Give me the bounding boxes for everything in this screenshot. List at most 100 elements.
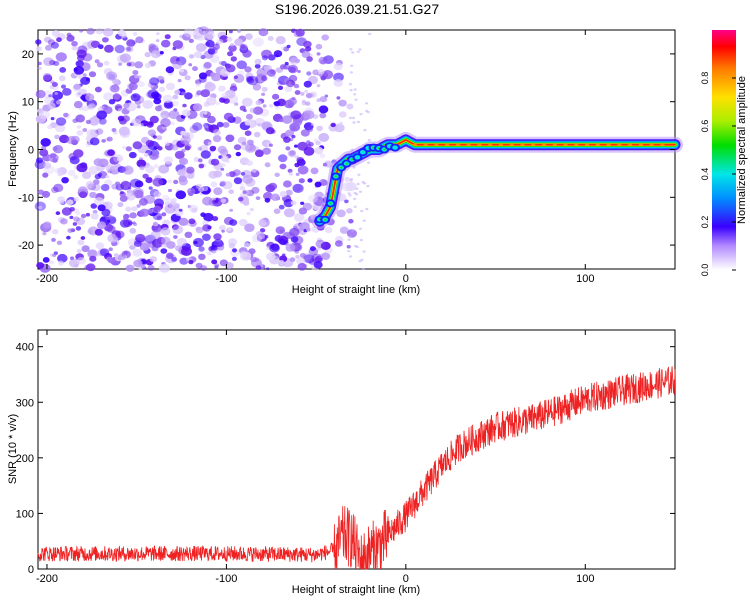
- noise-speck: [356, 182, 360, 186]
- noise-blob: [214, 265, 219, 269]
- noise-blob: [139, 165, 145, 171]
- noise-blob: [88, 116, 100, 126]
- noise-blob: [97, 172, 103, 177]
- noise-blob: [69, 215, 74, 220]
- noise-blob: [161, 236, 171, 245]
- noise-blob: [109, 84, 119, 93]
- noise-blob: [156, 135, 163, 141]
- noise-blob: [305, 46, 312, 52]
- noise-blob: [114, 44, 125, 54]
- noise-blob: [78, 75, 83, 79]
- noise-blob: [254, 58, 262, 65]
- noise-blob: [318, 254, 324, 259]
- noise-blob: [108, 99, 116, 105]
- noise-blob: [89, 191, 97, 199]
- noise-blob: [324, 226, 333, 234]
- noise-blob: [333, 79, 343, 87]
- noise-blob: [180, 130, 187, 136]
- noise-blob: [56, 100, 61, 105]
- noise-blob: [86, 92, 91, 97]
- noise-blob: [319, 96, 328, 103]
- noise-blob: [152, 221, 158, 226]
- noise-blob: [254, 63, 261, 69]
- x-tick-label: -200: [36, 273, 58, 285]
- trace-blob: [382, 148, 386, 151]
- noise-blob: [318, 132, 330, 142]
- noise-blob: [39, 148, 49, 157]
- noise-blob: [54, 123, 66, 133]
- noise-blob: [213, 187, 223, 196]
- x-tick-label: -100: [215, 573, 237, 585]
- noise-blob: [284, 85, 293, 93]
- noise-blob: [269, 243, 280, 253]
- noise-blob: [298, 178, 305, 184]
- noise-blob: [263, 192, 273, 201]
- noise-speck: [349, 48, 353, 51]
- noise-blob: [206, 251, 212, 256]
- noise-blob: [170, 121, 175, 126]
- noise-blob: [294, 144, 298, 148]
- noise-blob: [295, 28, 305, 37]
- noise-blob: [288, 151, 296, 158]
- noise-speck: [348, 235, 352, 238]
- noise-blob: [37, 61, 42, 66]
- noise-blob: [244, 223, 255, 232]
- noise-speck: [358, 260, 362, 263]
- noise-blob: [88, 71, 97, 78]
- noise-speck: [367, 138, 371, 142]
- noise-blob: [115, 181, 121, 186]
- noise-blob: [228, 243, 236, 249]
- noise-blob: [221, 229, 225, 233]
- noise-blob: [253, 106, 264, 115]
- noise-blob: [219, 259, 228, 267]
- noise-blob: [108, 247, 113, 251]
- noise-blob: [193, 51, 203, 59]
- noise-blob: [148, 43, 156, 50]
- noise-blob: [178, 208, 183, 212]
- noise-blob: [149, 256, 157, 263]
- noise-blob: [301, 50, 311, 59]
- noise-blob: [244, 119, 252, 126]
- noise-blob: [161, 125, 167, 130]
- noise-blob: [179, 157, 188, 166]
- noise-blob: [129, 227, 137, 234]
- noise-blob: [261, 49, 272, 59]
- noise-blob: [85, 212, 90, 217]
- noise-blob: [172, 94, 179, 100]
- noise-blob: [237, 29, 241, 33]
- noise-blob: [267, 36, 274, 41]
- noise-blob: [204, 82, 216, 92]
- noise-blob: [146, 121, 154, 128]
- noise-blob: [149, 77, 160, 86]
- noise-blob: [145, 177, 153, 184]
- noise-blob: [207, 141, 212, 146]
- noise-blob: [303, 80, 312, 88]
- noise-blob: [127, 221, 133, 226]
- noise-blob: [174, 150, 185, 159]
- noise-blob: [293, 213, 305, 222]
- noise-blob: [73, 66, 85, 75]
- noise-blob: [160, 248, 168, 254]
- noise-blob: [261, 92, 266, 97]
- noise-blob: [280, 46, 285, 50]
- noise-blob: [47, 102, 56, 110]
- noise-blob: [42, 172, 49, 178]
- noise-blob: [106, 71, 118, 81]
- noise-blob: [306, 140, 311, 144]
- noise-blob: [35, 157, 44, 164]
- noise-speck: [352, 121, 356, 124]
- noise-blob: [205, 31, 215, 40]
- noise-blob: [96, 62, 104, 68]
- noise-blob: [182, 103, 187, 108]
- noise-blob: [51, 237, 56, 242]
- noise-blob: [126, 193, 132, 198]
- noise-blob: [246, 76, 253, 82]
- noise-blob: [177, 79, 182, 83]
- noise-blob: [114, 104, 123, 111]
- noise-speck: [365, 207, 369, 211]
- y-tick-label: 200: [16, 453, 34, 465]
- noise-blob: [285, 129, 294, 137]
- noise-blob: [250, 258, 262, 268]
- noise-blob: [184, 75, 191, 81]
- noise-blob: [178, 217, 189, 226]
